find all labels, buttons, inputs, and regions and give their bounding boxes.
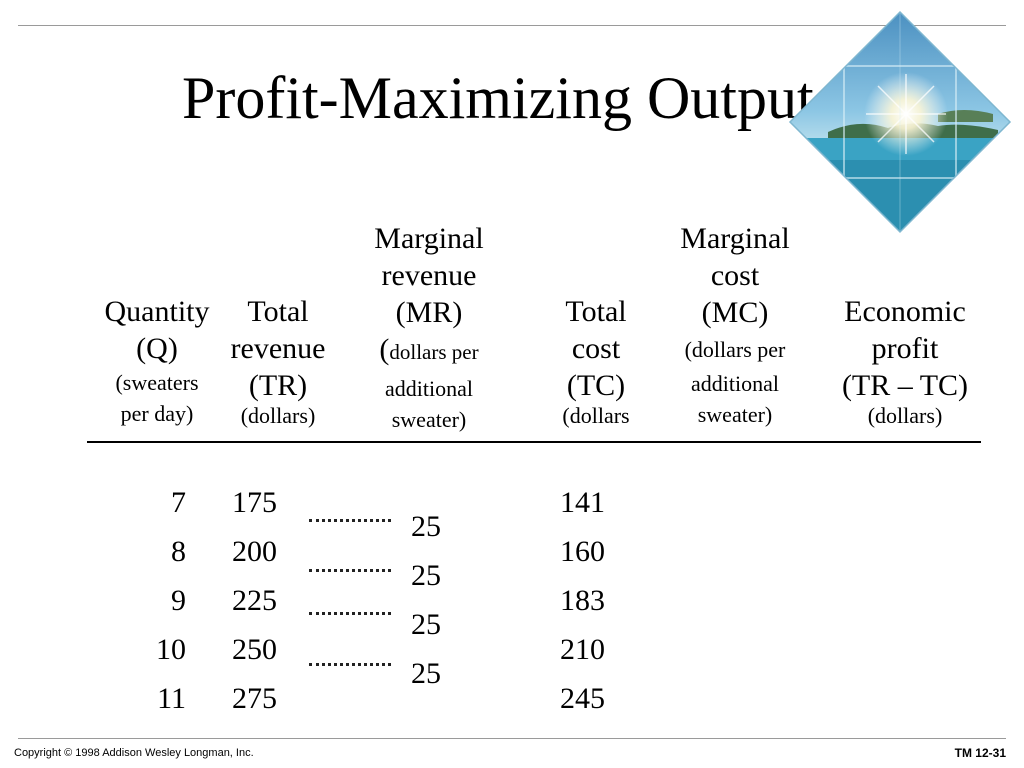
total-revenue-cell: 175 — [232, 486, 277, 519]
mr-connector-line — [309, 569, 391, 572]
slide-title: Profit-Maximizing Output — [182, 65, 814, 131]
total-cost-cell: 210 — [560, 633, 605, 666]
total-cost-cell: 160 — [560, 535, 605, 568]
total-revenue-cell: 225 — [232, 584, 277, 617]
header-total-cost: Total cost (TC) (dollars — [562, 295, 630, 428]
marginal-revenue-cell: 25 — [411, 657, 441, 690]
header-economic-profit: Economic profit (TR – TC) (dollars) — [841, 295, 969, 428]
total-cost-cell: 141 — [560, 486, 605, 519]
footer-rule — [18, 738, 1006, 739]
total-cost-cell: 183 — [560, 584, 605, 617]
quantity-cell: 9 — [171, 584, 186, 617]
header-rule — [87, 441, 981, 443]
mr-connector-line — [309, 519, 391, 522]
header-marginal-revenue: Marginal revenue (MR) (dollars per addit… — [374, 222, 484, 432]
mr-connector-line — [309, 612, 391, 615]
mr-connector-line — [309, 663, 391, 666]
total-revenue-cell: 200 — [232, 535, 277, 568]
total-revenue-column: 175 200 225 250 275 — [232, 478, 292, 723]
marginal-revenue-cell: 25 — [411, 559, 441, 592]
quantity-column: 7 8 9 10 11 — [120, 478, 186, 723]
total-cost-column: 141 160 183 210 245 — [560, 478, 620, 723]
marginal-revenue-cell: 25 — [411, 608, 441, 641]
header-marginal-cost: Marginal cost (MC) (dollars per addition… — [680, 222, 790, 427]
header-total-revenue: Total revenue (TR) (dollars) — [230, 295, 326, 428]
header-quantity: Quantity (Q) (sweaters per day) — [104, 295, 210, 426]
total-cost-cell: 245 — [560, 682, 605, 715]
quantity-cell: 10 — [156, 633, 186, 666]
total-revenue-cell: 275 — [232, 682, 277, 715]
total-revenue-cell: 250 — [232, 633, 277, 666]
marginal-revenue-column: 25 25 25 25 — [411, 502, 451, 698]
quantity-cell: 7 — [171, 486, 186, 519]
top-rule — [18, 25, 1006, 26]
slide-number: TM 12-31 — [954, 746, 1006, 760]
quantity-cell: 11 — [157, 682, 186, 715]
tropical-island-image — [788, 10, 1012, 234]
copyright-text: Copyright © 1998 Addison Wesley Longman,… — [14, 747, 254, 759]
marginal-revenue-cell: 25 — [411, 510, 441, 543]
quantity-cell: 8 — [171, 535, 186, 568]
